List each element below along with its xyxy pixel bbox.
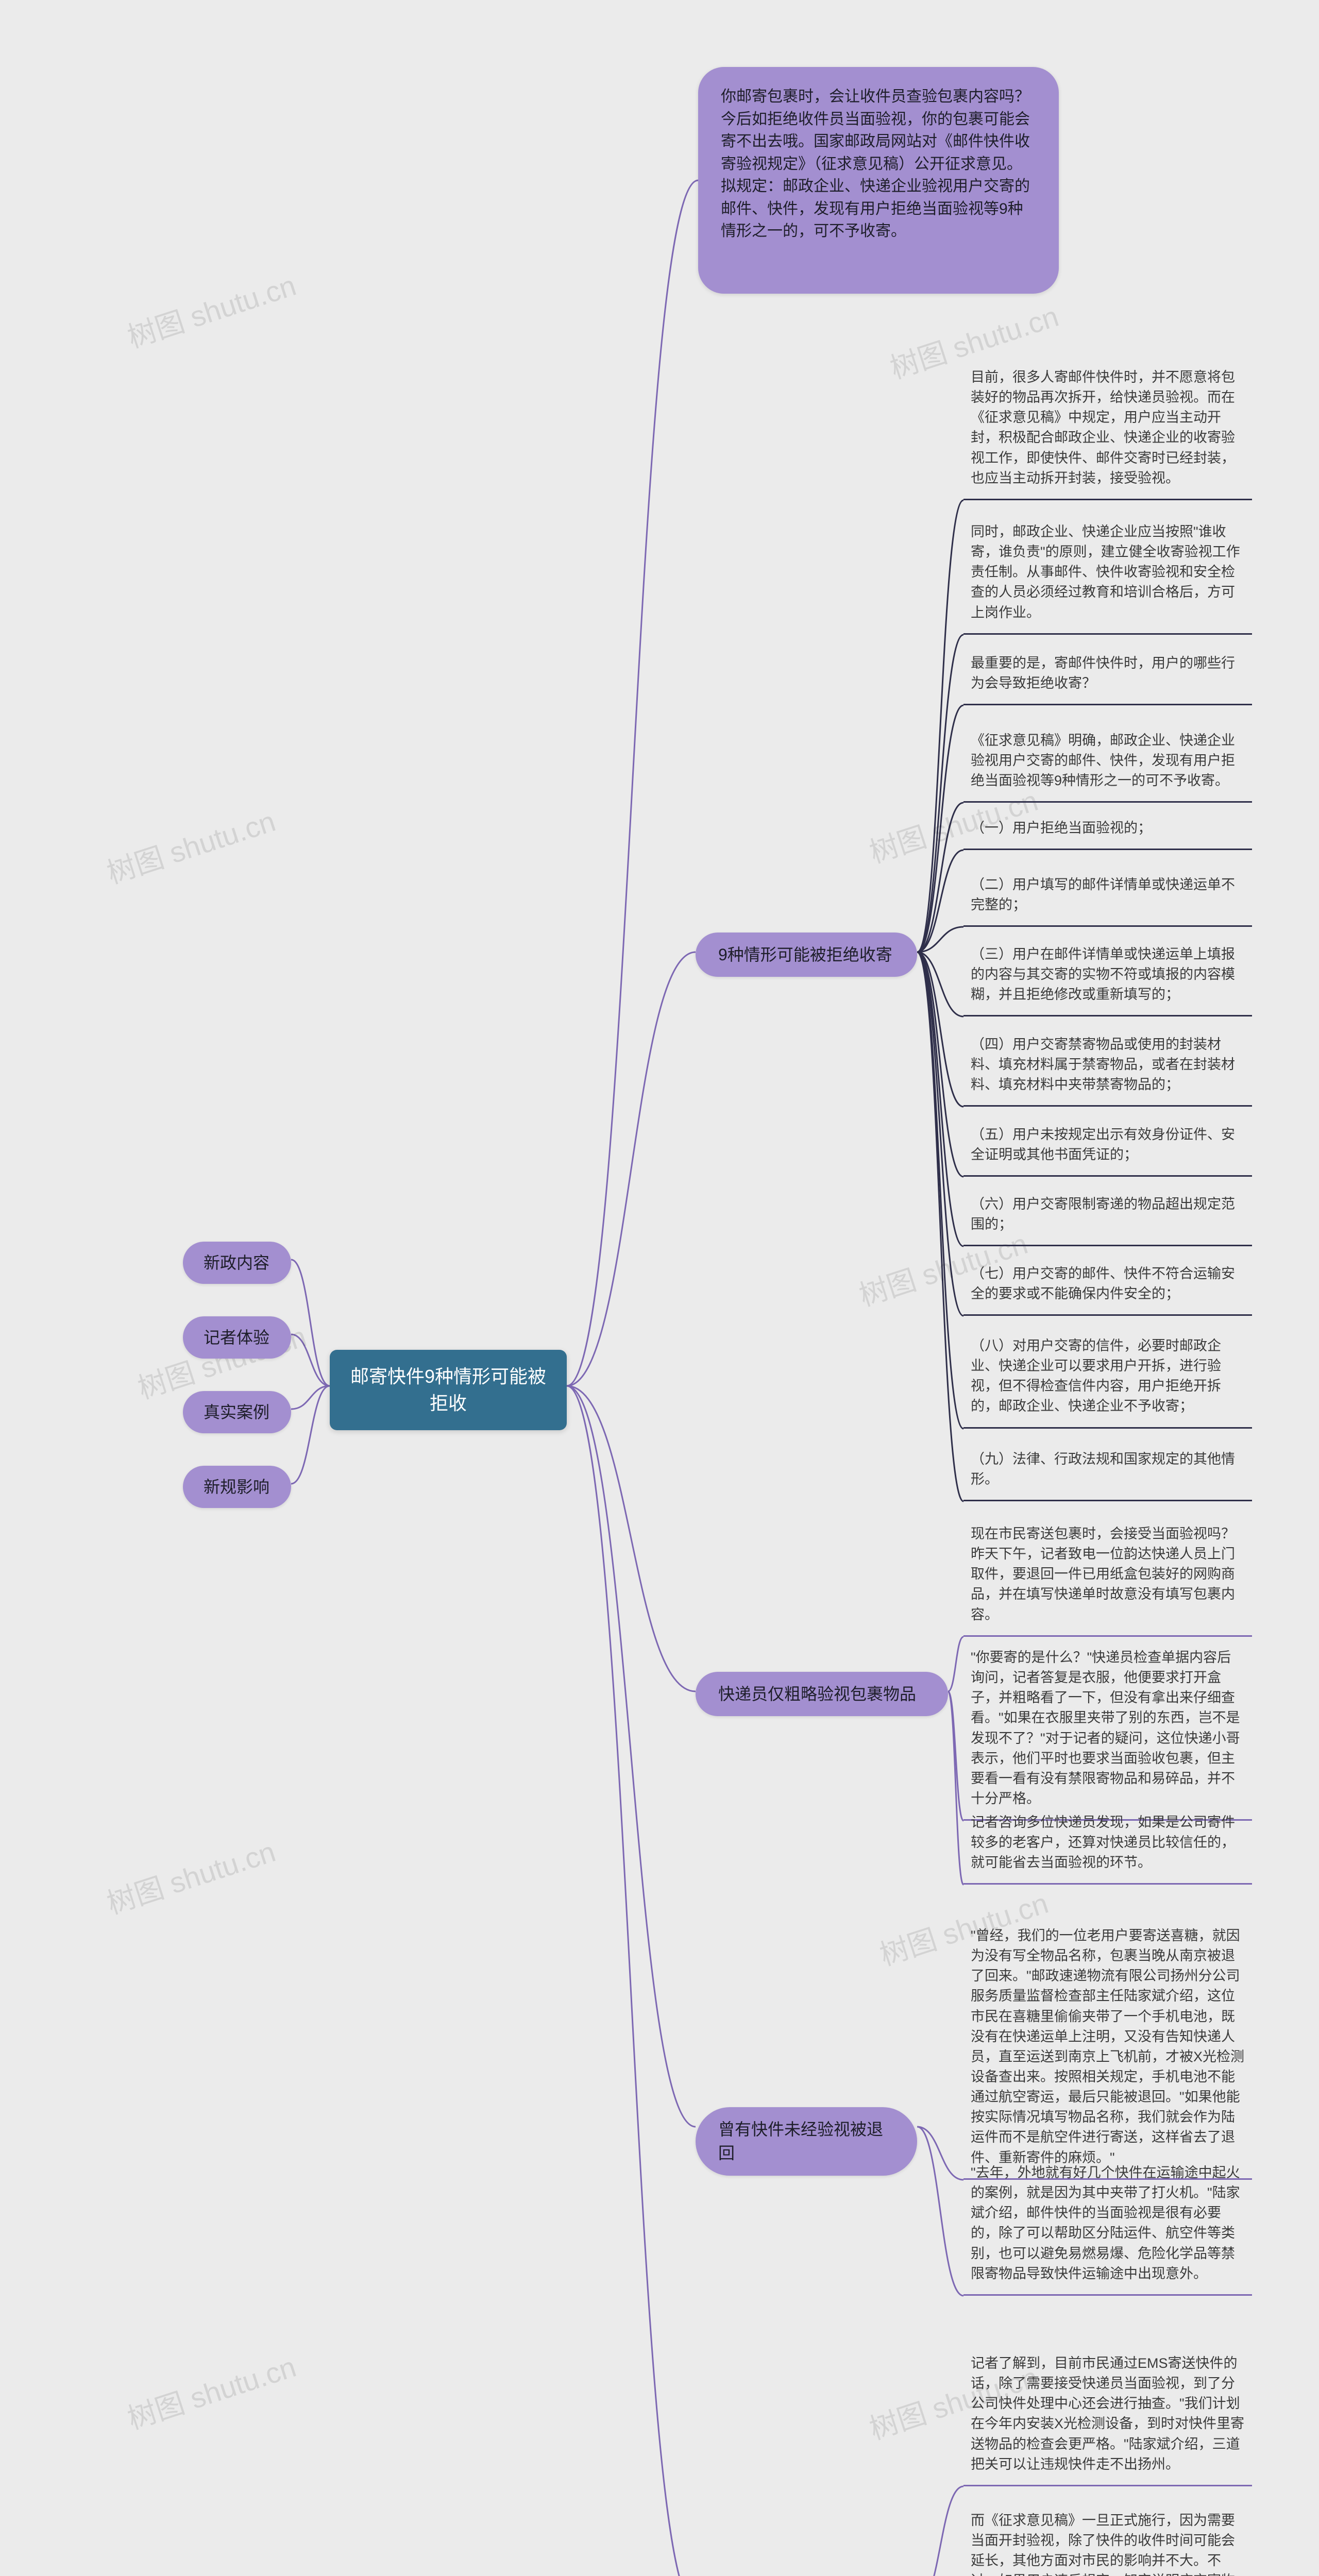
watermark: 树图 shutu.cn (122, 263, 301, 357)
right-branch[interactable]: 曾有快件未经验视被退回 (696, 2107, 917, 2176)
leaf-node: 《征求意见稿》明确，邮政企业、快递企业验视用户交寄的邮件、快件，发现有用户拒绝当… (963, 721, 1252, 803)
leaf-node: （二）用户填写的邮件详情单或快递运单不完整的； (963, 866, 1252, 927)
leaf-node: 记者了解到，目前市民通过EMS寄送快件的话，除了需要接受快递员当面验视，到了分公… (963, 2344, 1252, 2486)
intro-bubble: 你邮寄包裹时，会让收件员查验包裹内容吗？今后如拒绝收件员当面验视，你的包裹可能会… (698, 67, 1059, 294)
watermark: 树图 shutu.cn (122, 2344, 301, 2438)
leaf-node: （六）用户交寄限制寄递的物品超出规定范围的； (963, 1185, 1252, 1246)
leaf-node: 同时，邮政企业、快递企业应当按照"谁收寄，谁负责"的原则，建立健全收寄验视工作责… (963, 513, 1252, 635)
watermark: 树图 shutu.cn (101, 799, 280, 892)
leaf-node: （三）用户在邮件详情单或快递运单上填报的内容与其交寄的实物不符或填报的内容模糊，… (963, 935, 1252, 1016)
right-branch[interactable]: 快递员仅粗略验视包裹物品 (696, 1672, 948, 1716)
leaf-node: "去年，外地就有好几个快件在运输途中起火的案例，就是因为其中夹带了打火机。"陆家… (963, 2154, 1252, 2296)
left-branch[interactable]: 新规影响 (183, 1466, 291, 1508)
left-branch[interactable]: 记者体验 (183, 1316, 291, 1359)
leaf-node: 最重要的是，寄邮件快件时，用户的哪些行为会导致拒绝收寄？ (963, 644, 1252, 705)
left-branch[interactable]: 新政内容 (183, 1242, 291, 1284)
leaf-node: 而《征求意见稿》一旦正式施行，因为需要当面开封验视，除了快件的收件时间可能会延长… (963, 2501, 1252, 2576)
leaf-node: 记者咨询多位快递员发现，如果是公司寄件较多的老客户，还算对快递员比较信任的，就可… (963, 1803, 1252, 1885)
left-branch[interactable]: 真实案例 (183, 1391, 291, 1433)
root-node[interactable]: 邮寄快件9种情形可能被拒收 (330, 1350, 567, 1430)
leaf-node: 目前，很多人寄邮件快件时，并不愿意将包装好的物品再次拆开，给快递员验视。而在《征… (963, 358, 1252, 500)
leaf-node: "你要寄的是什么？"快递员检查单据内容后询问，记者答复是衣服，他便要求打开盒子，… (963, 1638, 1252, 1821)
leaf-node: （八）对用户交寄的信件，必要时邮政企业、快递企业可以要求用户开拆，进行验视，但不… (963, 1327, 1252, 1429)
leaf-node: （四）用户交寄禁寄物品或使用的封装材料、填充材料属于禁寄物品，或者在封装材料、填… (963, 1025, 1252, 1107)
leaf-node: （五）用户未按规定出示有效身份证件、安全证明或其他书面凭证的； (963, 1115, 1252, 1177)
leaf-node: （九）法律、行政法规和国家规定的其他情形。 (963, 1440, 1252, 1501)
mindmap-canvas: 树图 shutu.cn 树图 shutu.cn 树图 shutu.cn 树图 shut… (0, 0, 1319, 2576)
watermark: 树图 shutu.cn (101, 1829, 280, 1923)
leaf-node: 现在市民寄送包裹时，会接受当面验视吗？昨天下午，记者致电一位韵达快递人员上门取件… (963, 1515, 1252, 1637)
right-branch[interactable]: 9种情形可能被拒绝收寄 (696, 933, 917, 977)
leaf-node: "曾经，我们的一位老用户要寄送喜糖，就因为没有写全物品名称，包裹当晚从南京被退了… (963, 1917, 1252, 2180)
leaf-node: （七）用户交寄的邮件、快件不符合运输安全的要求或不能确保内件安全的； (963, 1255, 1252, 1316)
leaf-node: （一）用户拒绝当面验视的； (963, 809, 1252, 850)
